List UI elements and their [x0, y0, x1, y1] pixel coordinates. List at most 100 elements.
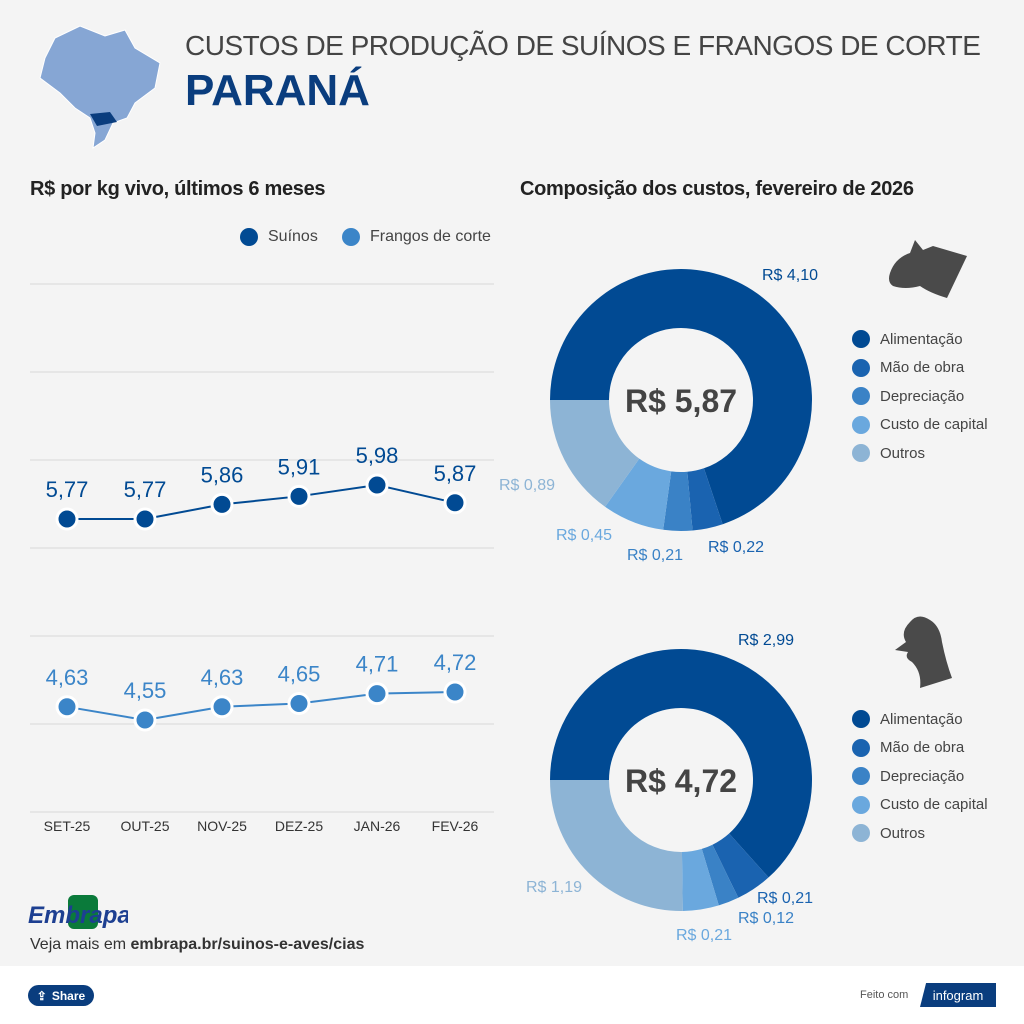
- donut-slice[interactable]: [712, 833, 769, 898]
- legend-item: Alimentação: [852, 330, 963, 348]
- legend-dot: [852, 824, 870, 842]
- data-point[interactable]: [133, 507, 157, 531]
- x-tick-label: OUT-25: [120, 818, 170, 834]
- legend-label: Custo de capital: [880, 796, 988, 813]
- x-tick-label: JAN-26: [353, 818, 401, 834]
- slice-label: R$ 0,21: [676, 927, 732, 944]
- slice-label: R$ 0,22: [708, 539, 764, 556]
- chicken-donut-chart: R$ 2,99 R$ 0,21 R$ 0,12 R$ 0,21 R$ 1,19 R$ 4,…: [526, 632, 813, 944]
- state-title: PARANÁ: [185, 66, 370, 115]
- legend-label: Mão de obra: [880, 739, 965, 756]
- donut-total: R$ 4,72: [625, 763, 737, 799]
- slice-label: R$ 0,21: [627, 547, 683, 564]
- series-line: [66, 690, 456, 722]
- infogram-link[interactable]: infogram: [920, 983, 996, 1007]
- data-point[interactable]: [210, 492, 234, 516]
- legend-label: Outros: [880, 824, 926, 842]
- slice-label: R$ 0,21: [757, 890, 813, 907]
- chicken-icon: [895, 616, 952, 688]
- legend-dot: [852, 738, 870, 757]
- slice-label: R$ 0,89: [500, 477, 555, 494]
- legend-dot: [852, 387, 870, 405]
- legend-dot: [852, 415, 870, 434]
- x-tick-label: SET-25: [43, 818, 91, 834]
- legend-item: Mão de obra: [852, 738, 965, 757]
- infographic: CUSTOS DE PRODUÇÃO DE SUÍNOS E FRANGOS D…: [0, 0, 1024, 966]
- data-label: 5,91: [278, 454, 321, 479]
- legend-label: Mão de obra: [880, 359, 965, 376]
- data-label: 4,63: [201, 665, 244, 690]
- donut-slice[interactable]: [681, 848, 719, 911]
- data-label: 4,63: [46, 665, 89, 690]
- donut-slice[interactable]: [550, 269, 812, 525]
- slice-label: R$ 4,10: [762, 267, 818, 284]
- data-label: 5,86: [201, 462, 244, 487]
- share-label: Share: [51, 988, 86, 1003]
- series-line: [67, 483, 456, 520]
- legend-item: Alimentação: [852, 710, 963, 728]
- data-point[interactable]: [443, 491, 467, 515]
- donut-slice[interactable]: [687, 468, 723, 531]
- legend-item: Outros: [852, 824, 925, 842]
- data-point[interactable]: [365, 473, 389, 497]
- brazil-map-icon: [39, 25, 161, 150]
- x-tick-label: NOV-25: [197, 818, 247, 834]
- data-label: 5,77: [124, 477, 167, 502]
- data-label: 4,71: [356, 652, 399, 677]
- share-button[interactable]: ⇪ Share: [28, 985, 94, 1006]
- more-link[interactable]: embrapa.br/suinos-e-aves/cias: [130, 936, 365, 953]
- legend-dot: [852, 710, 870, 728]
- legend-item: Depreciação: [852, 767, 964, 785]
- legend-item: Mão de obra: [852, 358, 965, 377]
- donut-slice[interactable]: [605, 458, 672, 530]
- slice-label: R$ 0,12: [738, 910, 794, 927]
- donut-slice[interactable]: [701, 844, 739, 906]
- share-icon: ⇪: [36, 988, 47, 1003]
- legend-dot: [342, 228, 360, 246]
- legend-label: Depreciação: [880, 767, 965, 785]
- legend-dot: [852, 795, 870, 814]
- legend-label: Outros: [880, 444, 926, 462]
- legend-label: Frangos de corte: [370, 228, 491, 245]
- x-tick-label: DEZ-25: [274, 818, 324, 834]
- donut-slice[interactable]: [550, 780, 683, 911]
- slice-label: R$ 1,19: [526, 879, 582, 896]
- legend-dot: [852, 358, 870, 377]
- embrapa-logo: Embrapa: [28, 895, 128, 929]
- pig-icon: [889, 240, 967, 298]
- x-tick-label: FEV-26: [431, 818, 479, 834]
- svg-text:Embrapa: Embrapa: [28, 902, 128, 929]
- legend-label: Custo de capital: [880, 416, 988, 433]
- line-chart-title: R$ por kg vivo, últimos 6 meses: [30, 178, 326, 200]
- donut-slice[interactable]: [550, 400, 640, 507]
- legend-label: Alimentação: [880, 710, 963, 728]
- slice-label: R$ 2,99: [738, 632, 794, 649]
- donut-slice[interactable]: [663, 471, 693, 531]
- data-point[interactable]: [287, 692, 311, 715]
- data-label: 5,87: [434, 461, 477, 486]
- legend-item: Custo de capital: [852, 795, 988, 814]
- donut-chart-title: Composição dos custos, fevereiro de 2026: [520, 178, 914, 200]
- donut-total: R$ 5,87: [625, 383, 737, 419]
- data-point[interactable]: [365, 682, 389, 706]
- legend-item: Custo de capital: [852, 415, 988, 434]
- data-point[interactable]: [133, 708, 157, 732]
- more-prefix: Veja mais em: [30, 936, 131, 953]
- legend-label: Alimentação: [880, 330, 963, 348]
- legend-dot: [852, 767, 870, 785]
- data-point[interactable]: [210, 695, 234, 719]
- data-point[interactable]: [287, 484, 311, 508]
- donut-slice[interactable]: [550, 649, 812, 878]
- legend-frangos: Frangos de corte: [342, 228, 491, 246]
- data-label: 5,98: [356, 443, 399, 468]
- data-point[interactable]: [443, 680, 467, 704]
- legend-label: Suínos: [268, 228, 318, 245]
- data-label: 5,77: [46, 477, 89, 502]
- data-label: 4,72: [434, 650, 477, 675]
- data-point[interactable]: [55, 507, 79, 531]
- data-label: 4,55: [124, 678, 167, 703]
- data-point[interactable]: [55, 695, 79, 719]
- pig-donut-chart: R$ 4,10 R$ 0,22 R$ 0,21 R$ 0,45 R$ 0,89 R$ 5,…: [500, 267, 818, 564]
- made-with: Feito com: [860, 989, 909, 1001]
- legend-label: Depreciação: [880, 387, 965, 405]
